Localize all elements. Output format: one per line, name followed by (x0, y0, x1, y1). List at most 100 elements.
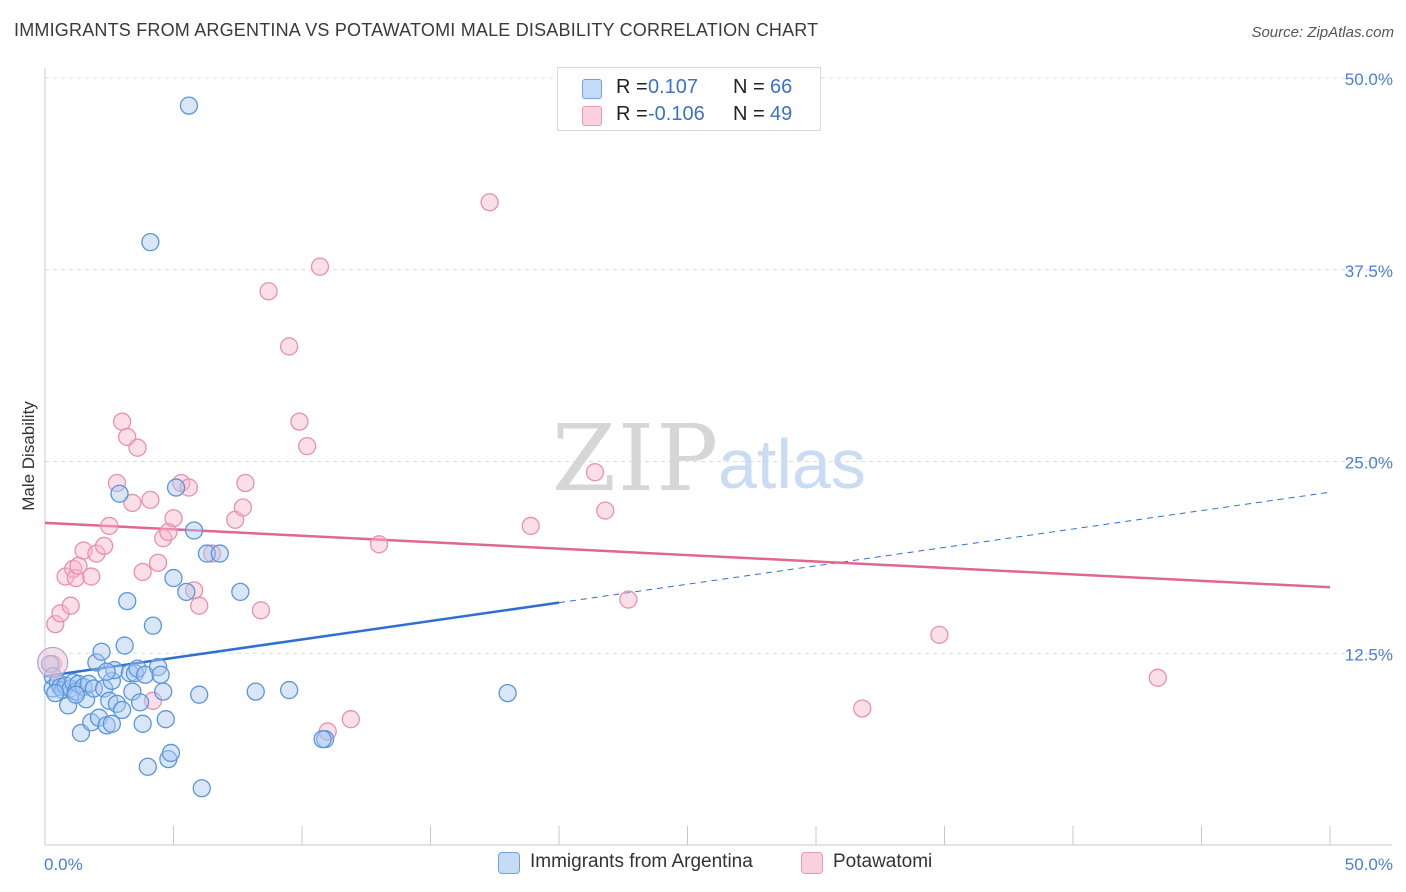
tick-labels: 12.5% 25.0% 37.5% 50.0% 0.0% 50.0% Male Disabi… (19, 70, 1393, 874)
point-argentina (105, 660, 124, 680)
point-argentina (133, 714, 152, 733)
r-value: -0.106 (648, 103, 705, 125)
n-label: N = (733, 76, 765, 98)
point-argentina (92, 642, 111, 661)
point-potawatomi (585, 463, 605, 482)
point-argentina (177, 582, 196, 602)
legend-row-argentina: R = 0.107 N = 66 (558, 73, 820, 101)
legend-label-potawatomi: Potawatomi (833, 851, 933, 872)
point-potawatomi (297, 437, 317, 456)
point-argentina (141, 232, 160, 252)
point-potawatomi (1148, 668, 1167, 687)
legend-row-potawatomi: R = -0.106 N = 49 (558, 100, 820, 128)
chart-title: IMMIGRANTS FROM ARGENTINA VS POTAWATOMI … (14, 20, 819, 40)
y-tick-label: 25.0% (1345, 454, 1393, 473)
point-argentina (210, 544, 229, 563)
point-argentina (164, 568, 183, 588)
point-potawatomi (290, 412, 309, 431)
point-potawatomi (100, 516, 119, 536)
point-potawatomi (930, 625, 949, 644)
y-tick-label: 12.5% (1345, 645, 1393, 664)
point-potawatomi (310, 257, 330, 276)
point-argentina (143, 616, 163, 635)
point-argentina (231, 582, 250, 602)
point-potawatomi (619, 590, 638, 609)
point-potawatomi (279, 337, 299, 356)
gridlines (45, 77, 1392, 654)
y-tick-label: 50.0% (1345, 70, 1393, 89)
point-argentina (498, 683, 517, 703)
point-potawatomi (341, 710, 360, 729)
point-argentina (190, 685, 209, 704)
point-argentina (46, 683, 65, 703)
point-potawatomi (596, 501, 615, 520)
source-label: Source: ZipAtlas.com (1251, 24, 1394, 41)
point-argentina (130, 693, 150, 712)
point-argentina (118, 591, 137, 611)
point-potawatomi (190, 596, 209, 615)
point-potawatomi (94, 536, 114, 556)
x-tick-label: 50.0% (1345, 855, 1393, 874)
point-argentina (156, 710, 175, 729)
point-argentina (161, 743, 181, 763)
point-potawatomi (123, 493, 142, 513)
point-potawatomi (236, 473, 255, 493)
x-tick-label: 0.0% (44, 855, 83, 874)
point-argentina (313, 730, 332, 749)
point-argentina (166, 478, 186, 497)
r-label: R = (616, 103, 648, 125)
point-potawatomi (202, 544, 222, 563)
y-axis-title: Male Disability (19, 401, 38, 511)
point-argentina (279, 680, 299, 700)
point-argentina (102, 714, 121, 733)
point-argentina (110, 484, 129, 503)
point-potawatomi (112, 412, 132, 431)
point-potawatomi (87, 544, 106, 563)
point-argentina (84, 679, 103, 698)
trend-line-potawatomi (44, 521, 1331, 589)
point-potawatomi (369, 535, 389, 554)
point-potawatomi (107, 473, 127, 493)
point-potawatomi (259, 282, 278, 301)
legend-swatch-argentina (498, 852, 520, 874)
legend-swatch-potawatomi (582, 106, 602, 126)
point-potawatomi (480, 193, 499, 212)
point-potawatomi (133, 562, 152, 582)
point-argentina (184, 521, 204, 540)
point-argentina (151, 665, 170, 684)
point-potawatomi (46, 614, 65, 634)
point-potawatomi (521, 516, 540, 536)
legend-swatch-argentina (582, 79, 602, 99)
point-potawatomi (148, 553, 168, 572)
point-argentina (138, 757, 157, 776)
point-argentina (246, 682, 265, 701)
r-label: R = (616, 76, 648, 98)
n-label: N = (733, 103, 765, 125)
point-potawatomi (61, 596, 80, 615)
point-potawatomi (159, 522, 178, 542)
point-potawatomi (853, 699, 872, 718)
point-argentina (66, 685, 85, 704)
trend-line-argentina-extrapolated (558, 491, 1331, 604)
point-potawatomi (233, 498, 253, 517)
n-value: 49 (770, 103, 793, 125)
axes (44, 68, 1392, 846)
point-argentina (97, 662, 116, 681)
point-potawatomi (164, 509, 183, 528)
point-argentina (154, 682, 173, 701)
point-potawatomi (82, 567, 101, 586)
legend-label-argentina: Immigrants from Argentina (530, 851, 753, 872)
r-value: 0.107 (648, 76, 699, 98)
data-points (37, 96, 1167, 798)
watermark-atlas: atlas (718, 425, 866, 503)
point-argentina (179, 96, 199, 115)
point-potawatomi (128, 438, 147, 457)
point-argentina (87, 653, 106, 672)
y-tick-label: 37.5% (1345, 262, 1393, 281)
point-argentina (197, 544, 217, 563)
point-argentina (192, 779, 211, 798)
n-value: 66 (770, 76, 793, 98)
point-argentina (102, 671, 121, 691)
